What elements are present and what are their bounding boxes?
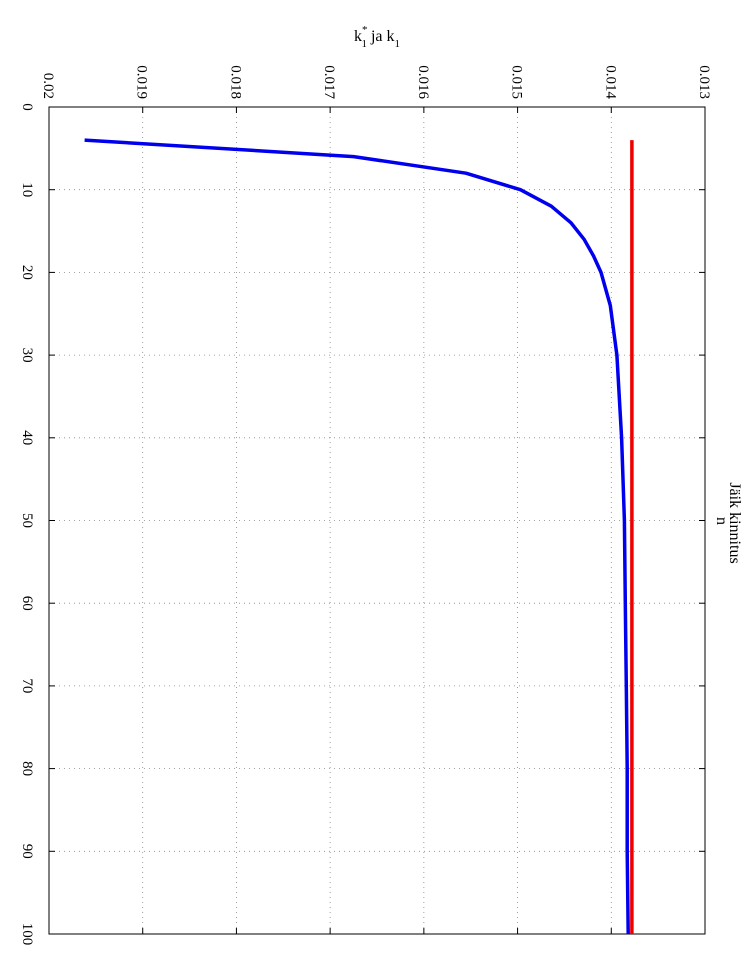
x-tick-label: 80: [19, 761, 35, 776]
y-tick-label: 0.015: [509, 65, 525, 99]
x-tick-label: 90: [19, 844, 35, 859]
y-axis-label-base: k: [354, 28, 362, 45]
y-tick-label: 0.018: [227, 65, 243, 99]
y-axis-label-mid: ja k: [367, 28, 395, 45]
x-tick-label: 100: [19, 923, 35, 946]
y-axis-label-sub2: 1: [395, 38, 401, 50]
grid: [49, 107, 705, 934]
y-tick-label: 0.017: [321, 65, 337, 99]
plot-frame: [48, 106, 706, 935]
x-tick-label: 40: [19, 430, 35, 445]
x-axis-label: n: [713, 517, 730, 525]
y-tick-label: 0.019: [134, 65, 150, 99]
x-tick-label: 60: [19, 596, 35, 611]
y-axis-label-sub1: 1: [361, 38, 367, 50]
series-line-1: [84, 138, 630, 935]
chart-title: Jäik kinnitus: [726, 482, 743, 563]
y-tick-label: 0.02: [40, 73, 56, 99]
x-tick-label: 30: [19, 348, 35, 363]
y-tick-label: 0.013: [696, 65, 712, 99]
y-axis-label: k* 1 ja k1: [354, 24, 400, 50]
x-tick-label: 50: [19, 513, 35, 528]
x-tick-label: 10: [19, 182, 35, 197]
y-tick-label: 0.014: [602, 65, 618, 99]
x-tick-label: 0: [19, 103, 35, 111]
y-tick-label: 0.016: [415, 65, 431, 99]
series: [84, 138, 634, 935]
x-tick-label: 70: [19, 678, 35, 693]
x-tick-label: 20: [19, 265, 35, 280]
y-axis-label-sup: *: [362, 24, 368, 36]
ticks: 0 10 20 30 40 50 60 70 80 90 100 0.013 0.014 0.015 0.0…: [19, 65, 712, 945]
